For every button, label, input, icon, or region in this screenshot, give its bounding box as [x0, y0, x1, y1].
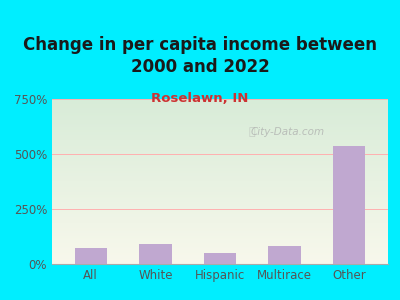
- Text: 🔍: 🔍: [249, 127, 255, 137]
- Bar: [75, 248, 107, 264]
- Text: City-Data.com: City-Data.com: [250, 127, 324, 137]
- Text: Roselawn, IN: Roselawn, IN: [151, 92, 249, 104]
- Bar: [204, 253, 236, 264]
- Bar: [333, 146, 365, 264]
- Bar: [268, 246, 301, 264]
- Text: Change in per capita income between
2000 and 2022: Change in per capita income between 2000…: [23, 36, 377, 76]
- Bar: [139, 244, 172, 264]
